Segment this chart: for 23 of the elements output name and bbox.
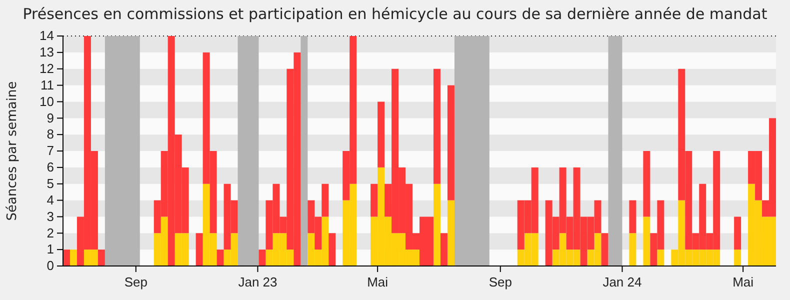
x-tick-label: Sep (124, 274, 148, 290)
y-tick-label: 10 (40, 94, 54, 109)
x-tick-label: Jan 23 (238, 274, 278, 290)
y-tick-label: 2 (46, 225, 54, 240)
y-axis-title: Séances par semaine (5, 81, 20, 221)
y-tick-label: 3 (46, 208, 54, 224)
x-tick-label: Sep (488, 274, 512, 290)
y-tick-label: 11 (40, 77, 54, 92)
y-tick-label: 4 (46, 192, 54, 208)
y-tick-label: 5 (46, 176, 54, 192)
y-tick-label: 14 (40, 28, 54, 44)
y-tick-label: 9 (46, 110, 54, 126)
y-tick-label: 7 (46, 143, 54, 158)
y-tick-label: 8 (46, 126, 54, 142)
x-tick-label: Mai (732, 274, 754, 290)
y-tick-label: 12 (40, 61, 54, 76)
y-tick-label: 0 (46, 258, 54, 274)
y-tick-label: 13 (40, 44, 54, 60)
x-tick-label: Mai (367, 274, 388, 290)
chart-title: Présences en commissions et participation en hémicycle au cours de sa dernière année de mandat (22, 5, 768, 23)
y-tick-label: 1 (46, 242, 54, 257)
y-tick-label: 6 (46, 160, 54, 175)
x-tick-label: Jan 24 (602, 274, 642, 290)
